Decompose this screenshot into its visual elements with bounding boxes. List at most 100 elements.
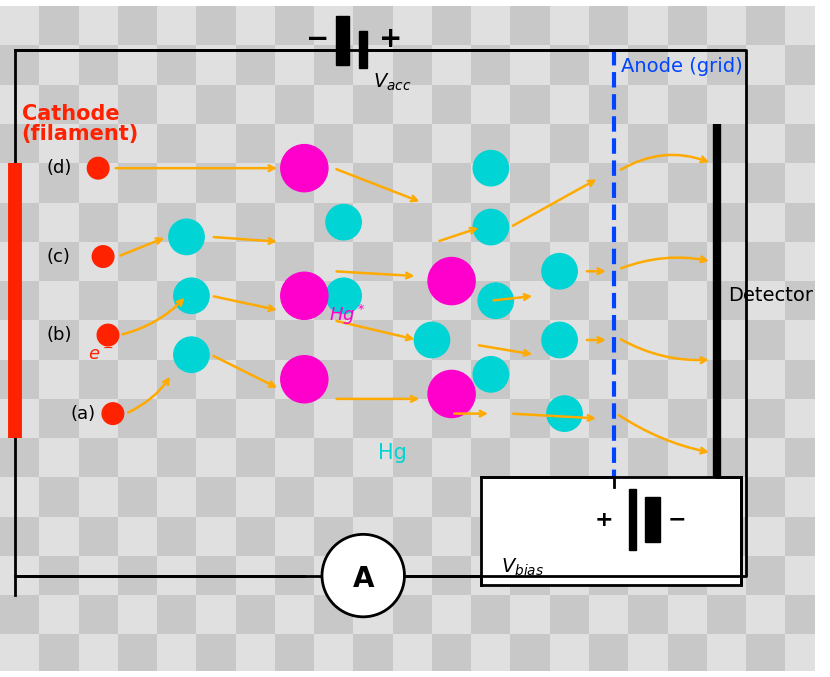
Bar (432, 202, 471, 242)
Circle shape (168, 219, 204, 255)
Bar (393, 45, 432, 85)
Bar (549, 359, 589, 399)
Bar (785, 45, 825, 85)
Bar (118, 556, 157, 595)
Bar (314, 163, 354, 202)
Bar (39, 359, 79, 399)
Bar (667, 634, 707, 674)
Bar (354, 124, 393, 163)
Bar (314, 438, 354, 477)
Bar (197, 124, 236, 163)
Bar (471, 6, 510, 45)
Bar (79, 595, 118, 634)
Bar (236, 202, 275, 242)
Bar (336, 16, 349, 65)
Bar (628, 163, 667, 202)
Text: (c): (c) (46, 248, 70, 265)
Bar (79, 477, 118, 517)
Bar (314, 320, 354, 359)
Bar (354, 45, 393, 85)
Bar (236, 595, 275, 634)
Bar (628, 359, 667, 399)
Circle shape (281, 272, 328, 320)
Bar (118, 477, 157, 517)
Bar (746, 320, 785, 359)
Bar (157, 202, 197, 242)
Bar (549, 202, 589, 242)
Bar (79, 6, 118, 45)
Bar (275, 163, 314, 202)
Bar (79, 281, 118, 320)
Bar (236, 517, 275, 556)
Circle shape (92, 246, 114, 267)
Bar (359, 30, 367, 68)
Bar (39, 242, 79, 281)
Bar (471, 595, 510, 634)
Bar (0, 399, 39, 438)
Bar (549, 556, 589, 595)
Bar (118, 163, 157, 202)
Bar (393, 281, 432, 320)
Bar (667, 242, 707, 281)
Bar (118, 85, 157, 124)
Text: +: + (594, 510, 613, 529)
Bar (707, 556, 746, 595)
Bar (589, 517, 628, 556)
Text: Cathode: Cathode (22, 104, 120, 125)
Bar (393, 595, 432, 634)
Bar (39, 399, 79, 438)
Bar (79, 556, 118, 595)
Bar (79, 242, 118, 281)
Bar (589, 6, 628, 45)
Bar (432, 6, 471, 45)
Bar (275, 634, 314, 674)
Bar (589, 438, 628, 477)
Bar (157, 163, 197, 202)
Bar (471, 359, 510, 399)
Bar (785, 320, 825, 359)
Bar (549, 124, 589, 163)
Bar (432, 124, 471, 163)
Bar (236, 320, 275, 359)
Bar (589, 242, 628, 281)
Bar (314, 477, 354, 517)
Text: $V_{bias}$: $V_{bias}$ (500, 556, 544, 577)
Bar (236, 634, 275, 674)
Bar (197, 399, 236, 438)
Bar (157, 85, 197, 124)
Bar (432, 45, 471, 85)
Bar (275, 517, 314, 556)
Circle shape (281, 355, 328, 403)
Circle shape (473, 357, 509, 392)
Bar (432, 438, 471, 477)
Bar (118, 242, 157, 281)
Bar (118, 6, 157, 45)
Bar (0, 556, 39, 595)
Circle shape (173, 278, 209, 313)
Bar (510, 634, 549, 674)
Bar (79, 320, 118, 359)
Circle shape (326, 278, 361, 313)
Bar (393, 438, 432, 477)
Bar (549, 517, 589, 556)
Bar (510, 438, 549, 477)
Bar (393, 517, 432, 556)
Bar (785, 85, 825, 124)
Circle shape (281, 145, 328, 192)
Bar (746, 595, 785, 634)
Bar (393, 634, 432, 674)
Bar (629, 489, 636, 550)
Bar (236, 477, 275, 517)
Bar (0, 477, 39, 517)
Bar (157, 634, 197, 674)
Bar (746, 281, 785, 320)
Bar (667, 477, 707, 517)
Bar (197, 634, 236, 674)
Text: $Hg^*$: $Hg^*$ (329, 303, 365, 328)
Bar (0, 45, 39, 85)
Bar (628, 556, 667, 595)
Bar (549, 163, 589, 202)
Bar (314, 517, 354, 556)
Bar (471, 477, 510, 517)
Bar (628, 281, 667, 320)
